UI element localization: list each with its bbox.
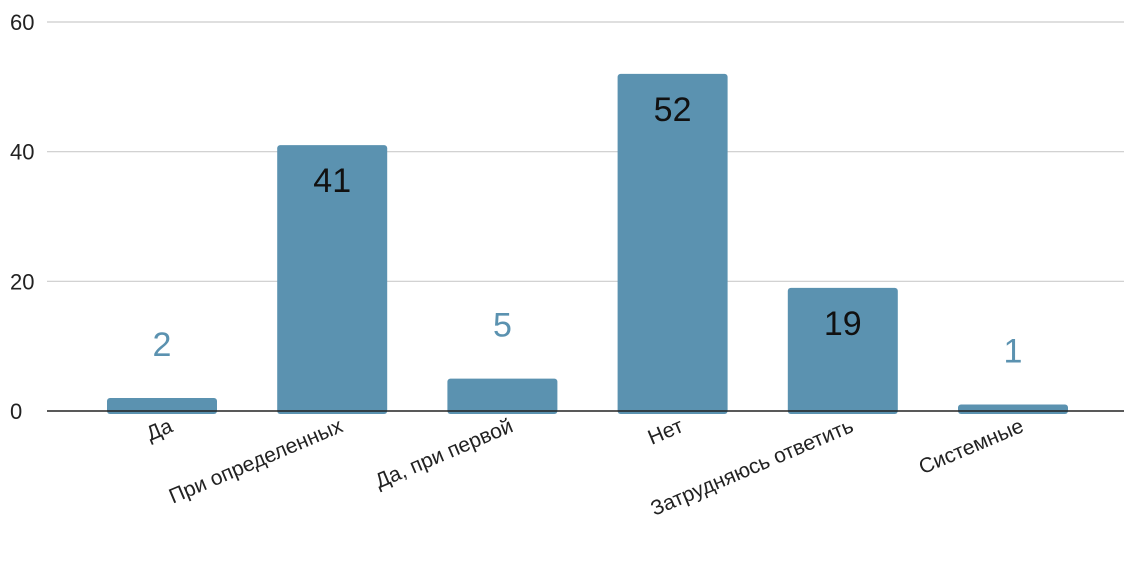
- data-labels: 2 41 5 52 19 1: [153, 91, 1023, 371]
- data-label: 5: [493, 307, 512, 345]
- gridlines: [47, 21, 1124, 282]
- y-tick-label: 0: [10, 399, 22, 424]
- data-label: 2: [153, 326, 172, 364]
- x-category-label: Нет: [645, 414, 687, 449]
- x-category-label: Да: [143, 414, 176, 445]
- bar: [277, 145, 388, 414]
- y-tick-label: 40: [10, 140, 34, 165]
- y-tick-label: 20: [10, 269, 34, 294]
- bars: [107, 73, 1068, 414]
- bar: [787, 287, 898, 414]
- data-label: 41: [313, 162, 351, 200]
- bar: [617, 73, 728, 414]
- bar: [107, 398, 217, 414]
- data-label: 19: [824, 305, 862, 343]
- x-category-label: При определенных: [166, 414, 347, 508]
- y-tick-label: 60: [10, 10, 34, 35]
- data-label: 1: [1004, 333, 1023, 371]
- bar: [447, 378, 558, 414]
- x-category-label: Да, при первой: [372, 414, 517, 493]
- x-category-label: Системные: [916, 414, 1027, 479]
- y-axis-ticks: 0 20 40 60: [10, 10, 34, 424]
- data-label: 52: [654, 91, 692, 129]
- bar: [958, 404, 1068, 414]
